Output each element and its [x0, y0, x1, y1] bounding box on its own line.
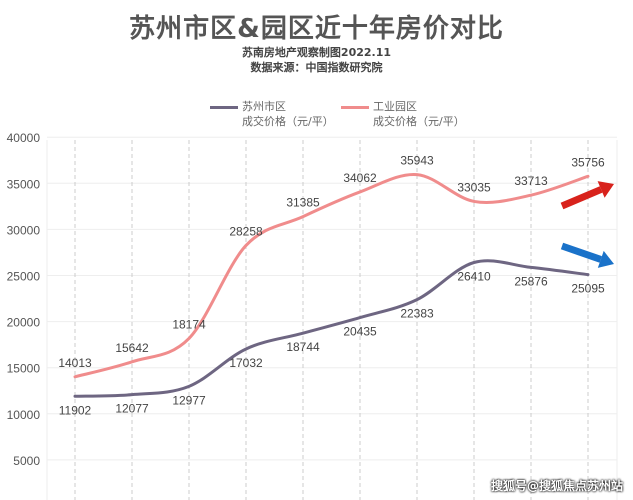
legend-label: 工业园区 — [373, 100, 417, 113]
trend-down-arrow-icon — [597, 250, 614, 268]
data-label: 31385 — [286, 196, 320, 210]
data-label: 14013 — [58, 356, 92, 370]
series-line-sip — [73, 173, 590, 379]
data-label: 17032 — [229, 356, 263, 370]
y-tick-label: 30000 — [7, 223, 41, 237]
chart-source: 数据来源：中国指数研究院 — [250, 61, 383, 74]
legend-swatch — [341, 106, 369, 109]
data-label: 18174 — [172, 317, 206, 331]
data-label: 35756 — [571, 155, 605, 169]
data-label: 12077 — [115, 402, 149, 416]
trend-up-arrow-icon — [597, 181, 614, 198]
data-label: 20435 — [343, 325, 377, 339]
legend-unit: 成交价格（元/平） — [373, 115, 465, 128]
chart-subtitle: 苏南房地产观察制图2022.11 — [241, 46, 392, 59]
y-tick-label: 20000 — [7, 316, 41, 330]
y-tick-label: 15000 — [7, 362, 41, 376]
y-tick-label: 5000 — [13, 454, 40, 468]
watermark: 搜狐号@搜狐焦点苏州站 — [490, 479, 623, 493]
data-label: 33035 — [457, 180, 491, 194]
data-label: 28258 — [229, 224, 263, 238]
legend-swatch — [210, 106, 238, 109]
legend-label: 苏州市区 — [242, 100, 286, 113]
legend-item-suzhou: 苏州市区 成交价格（元/平） — [210, 99, 334, 129]
data-label: 18744 — [286, 340, 320, 354]
data-label: 15642 — [115, 341, 149, 355]
data-label: 34062 — [343, 171, 377, 185]
y-tick-label: 25000 — [7, 270, 41, 284]
data-label: 22383 — [400, 307, 434, 321]
y-tick-label: 35000 — [7, 177, 41, 191]
legend-unit: 成交价格（元/平） — [242, 115, 334, 128]
legend-item-sip: 工业园区 成交价格（元/平） — [341, 99, 465, 129]
data-label: 11902 — [59, 403, 92, 417]
trend-up-arrow-icon-shaft — [560, 186, 603, 210]
y-tick-label: 10000 — [7, 408, 41, 422]
chart-title: 苏州市区&园区近十年房价对比 — [129, 14, 504, 44]
data-label: 33713 — [514, 174, 548, 188]
data-label: 26410 — [457, 269, 491, 283]
y-tick-label: 40000 — [7, 131, 41, 145]
data-label: 25876 — [514, 274, 548, 288]
data-label: 35943 — [400, 154, 434, 168]
data-label: 25095 — [571, 282, 605, 296]
series-line-suzhou — [73, 259, 590, 398]
data-label: 12977 — [172, 393, 206, 407]
trend-down-arrow-icon-shaft — [560, 242, 602, 263]
